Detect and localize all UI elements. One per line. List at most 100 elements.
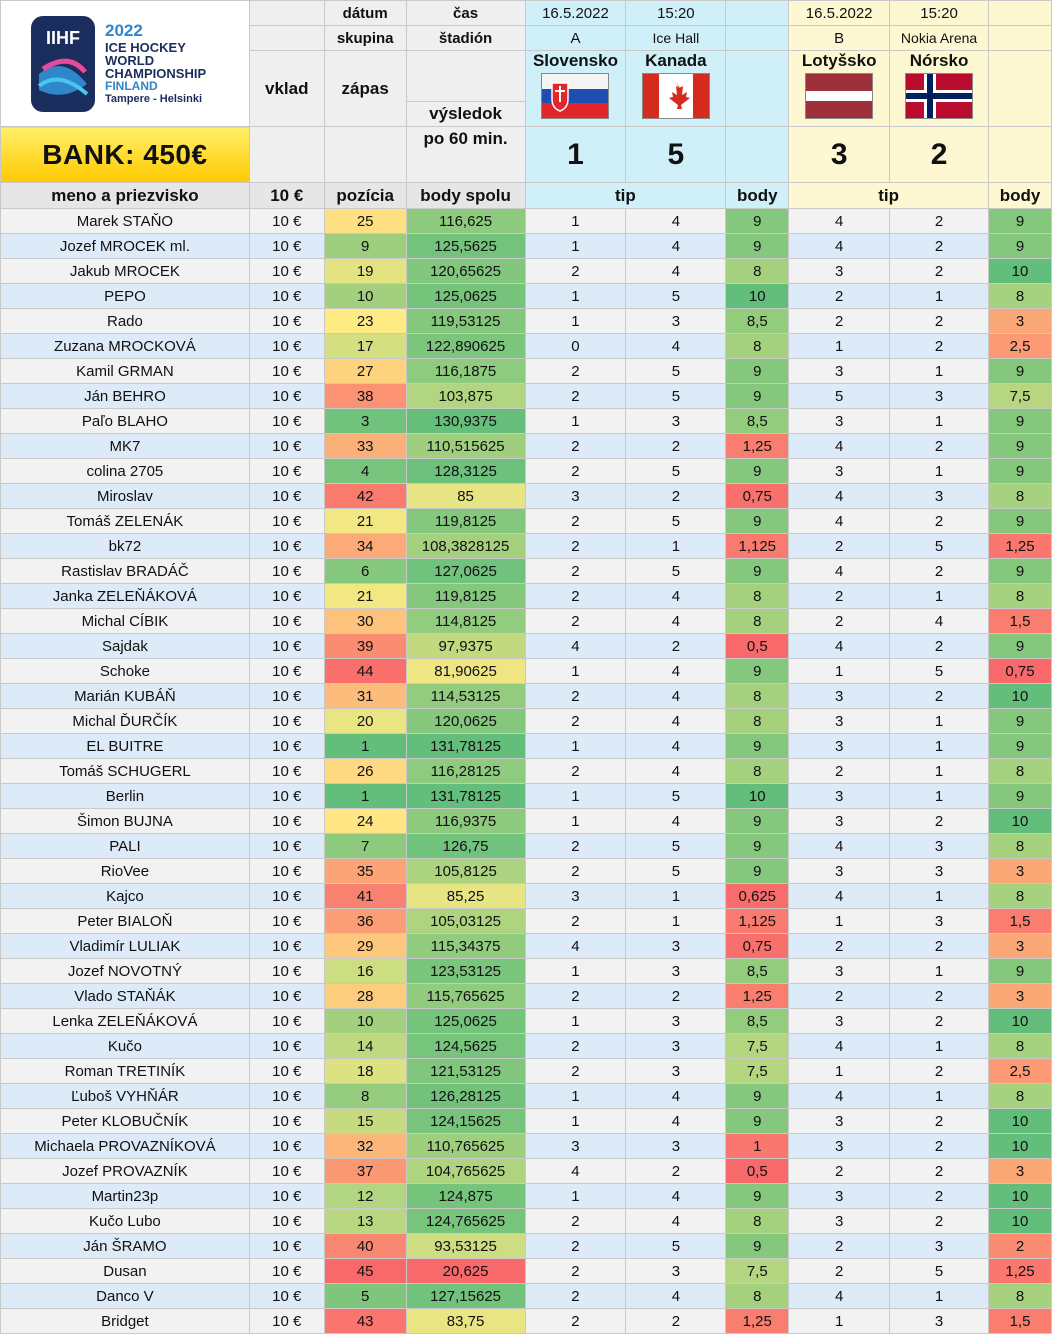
tip-match2-away: 5 [889,1258,990,1284]
tip-match1-away: 5 [625,358,727,384]
tip-match2-away: 1 [889,733,990,759]
tip-match2-home: 3 [788,408,891,434]
points-match2: 2 [988,1233,1052,1259]
points-match1: 8 [725,708,790,734]
tip-match1-home: 2 [524,1208,627,1234]
points-match2: 1,25 [988,1258,1052,1284]
table-row: Jozef PROVAZNÍK 10 €37 104,765625 4 2 0,5 2 2 3 [0,1158,1052,1184]
participant-position: 5 [323,1283,407,1309]
tip-match2-away: 1 [889,758,990,784]
tip-match1-away: 5 [625,783,727,809]
participant-stake: 10 € [248,1033,325,1059]
tip-match2-away: 5 [889,533,990,559]
participant-stake: 10 € [248,1283,325,1309]
tip-match1-away: 4 [625,1083,727,1109]
participant-stake: 10 € [248,1183,325,1209]
tip-match1-away: 3 [625,408,727,434]
participant-total-points: 97,9375 [405,633,526,659]
tip-match1-home: 2 [524,1058,627,1084]
participant-total-points: 85,25 [405,883,526,909]
participant-total-points: 114,53125 [405,683,526,709]
tip-match2-home: 2 [788,1158,891,1184]
tip-match1-home: 1 [524,1083,627,1109]
points-match2: 9 [988,708,1052,734]
points-match2: 8 [988,1283,1052,1309]
tip-match1-home: 2 [524,1283,627,1309]
tip-match2-away: 3 [889,908,990,934]
points-match1: 9 [725,208,790,234]
match2-spacer [988,50,1052,127]
tip-match1-home: 2 [524,833,627,859]
participant-position: 27 [323,358,407,384]
tip-match1-away: 5 [625,858,727,884]
participant-total-points: 125,0625 [405,283,526,309]
points-match2: 1,5 [988,608,1052,634]
tip-match2-away: 2 [889,233,990,259]
participant-position: 10 [323,1008,407,1034]
points-match2: 2,5 [988,1058,1052,1084]
match2-home-team: Lotyšsko [788,50,891,127]
participant-name: Janka ZELEŇÁKOVÁ [0,583,250,609]
participant-total-points: 122,890625 [405,333,526,359]
tip-match1-away: 4 [625,1283,727,1309]
participant-stake: 10 € [248,608,325,634]
tip-match1-home: 1 [524,658,627,684]
tip-match1-home: 2 [524,508,627,534]
tip-match1-home: 3 [524,483,627,509]
column-header-name: meno a priezvisko [0,182,250,209]
tip-match2-away: 2 [889,933,990,959]
points-match2: 9 [988,508,1052,534]
tip-match2-home: 3 [788,1133,891,1159]
tip-match2-home: 1 [788,1058,891,1084]
tip-match2-away: 3 [889,483,990,509]
tip-match2-home: 4 [788,1033,891,1059]
points-match1: 8 [725,258,790,284]
iihf-emblem-icon: IIHF [31,15,95,112]
participant-position: 14 [323,1033,407,1059]
participant-name: Rastislav BRADÁČ [0,558,250,584]
tip-match1-home: 1 [524,1108,627,1134]
participant-name: RioVee [0,858,250,884]
tip-match1-away: 4 [625,208,727,234]
participant-total-points: 120,65625 [405,258,526,284]
column-header-points1: body [725,182,790,209]
tip-match1-away: 5 [625,833,727,859]
participant-name: Marek STAŇO [0,208,250,234]
team-name-lotyssko: Lotyšsko [801,51,877,71]
tip-match2-away: 1 [889,358,990,384]
participant-position: 15 [323,1108,407,1134]
tip-match1-home: 2 [524,458,627,484]
participant-position: 36 [323,908,407,934]
tip-match1-away: 3 [625,1058,727,1084]
tip-match2-away: 2 [889,308,990,334]
tip-match2-away: 2 [889,508,990,534]
tip-match1-home: 2 [524,358,627,384]
points-match1: 8 [725,333,790,359]
table-row: Ľuboš VYHŇÁR 10 €8 126,28125 1 4 9 4 1 8 [0,1083,1052,1109]
participant-name: Ján BEHRO [0,383,250,409]
tip-match2-home: 3 [788,358,891,384]
tip-match2-home: 3 [788,958,891,984]
participant-stake: 10 € [248,1133,325,1159]
participant-name: EL BUITRE [0,733,250,759]
participant-name: Zuzana MROCKOVÁ [0,333,250,359]
table-row: Janka ZELEŇÁKOVÁ 10 €21 119,8125 2 4 8 2 1 8 [0,583,1052,609]
match1-home-team: Slovensko [524,50,627,127]
participant-stake: 10 € [248,558,325,584]
points-match2: 8 [988,283,1052,309]
tip-match1-home: 2 [524,558,627,584]
participant-stake: 10 € [248,1083,325,1109]
logo-line-3: CHAMPIONSHIP [105,66,207,81]
match2-time: 15:20 [889,0,990,26]
participant-name: Berlin [0,783,250,809]
points-match2: 9 [988,358,1052,384]
participant-name: PALI [0,833,250,859]
tip-match1-home: 1 [524,1008,627,1034]
points-match2: 9 [988,783,1052,809]
participant-position: 8 [323,1083,407,1109]
participant-name: bk72 [0,533,250,559]
participant-total-points: 126,28125 [405,1083,526,1109]
participant-total-points: 119,8125 [405,508,526,534]
empty-header-cell [405,50,526,102]
match2-away-score: 2 [889,126,990,183]
